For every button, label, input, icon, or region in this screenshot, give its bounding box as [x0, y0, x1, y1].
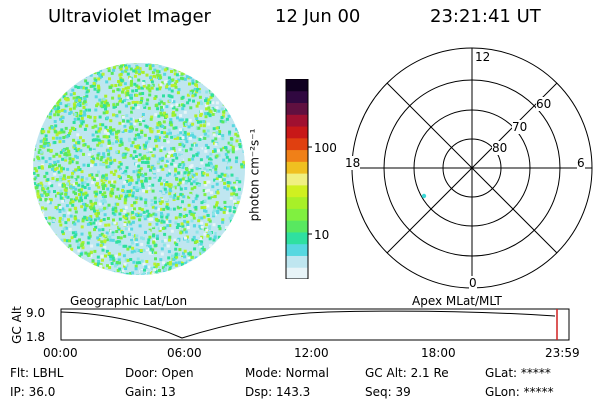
ip-info: IP: 36.0: [10, 385, 56, 399]
mode-info: Mode: Normal: [245, 366, 329, 380]
mlat-label-70: 70: [512, 120, 528, 134]
glat-info: GLat: *****: [485, 366, 551, 380]
polar-data-marker: [421, 193, 427, 199]
date-label: 12 Jun 00: [275, 6, 361, 27]
time-label: 23:21:41 UT: [430, 6, 541, 27]
colorbar: [285, 79, 312, 279]
timeline-x-tick-1800: 18:00: [421, 346, 456, 360]
mlt-label-0: 0: [469, 276, 477, 290]
dsp-info: Dsp: 143.3: [245, 385, 311, 399]
timeline-x-tick-1200: 12:00: [294, 346, 329, 360]
timeline-right-title: Apex MLat/MLT: [412, 294, 502, 308]
timeline-x-tick-0600: 06:00: [167, 346, 202, 360]
seq-info: Seq: 39: [365, 385, 411, 399]
mlat-label-60: 60: [536, 97, 552, 111]
mlt-label-6: 6: [577, 156, 585, 170]
timeline-y-tick-9: 9.0: [26, 306, 46, 320]
timeline-y-axis-label: GC Alt: [9, 306, 24, 344]
timeline-left-title: Geographic Lat/Lon: [70, 294, 188, 308]
timeline-x-tick-2359: 23:59: [545, 346, 580, 360]
gcalt-info: GC Alt: 2.1 Re: [365, 366, 449, 380]
colorbar-unit-label: photon cm⁻²s⁻¹: [247, 128, 262, 222]
earth-image: [33, 63, 245, 275]
flt-info: Flt: LBHL: [10, 366, 64, 380]
timeline-x-tick-0000: 00:00: [43, 346, 78, 360]
gain-info: Gain: 13: [125, 385, 176, 399]
mlat-label-80: 80: [492, 141, 508, 155]
instrument-title: Ultraviolet Imager: [48, 6, 211, 27]
altitude-curve: [60, 310, 556, 339]
altitude-timeline: [60, 308, 570, 341]
colorbar-tick-100: 100: [314, 141, 337, 155]
glon-info: GLon: *****: [485, 385, 554, 399]
colorbar-tick-10: 10: [314, 228, 330, 242]
mlt-label-12: 12: [475, 50, 491, 64]
mlt-label-18: 18: [345, 156, 361, 170]
polar-grid: [351, 47, 593, 289]
door-info: Door: Open: [125, 366, 194, 380]
timeline-y-tick-1-8: 1.8: [26, 330, 46, 344]
